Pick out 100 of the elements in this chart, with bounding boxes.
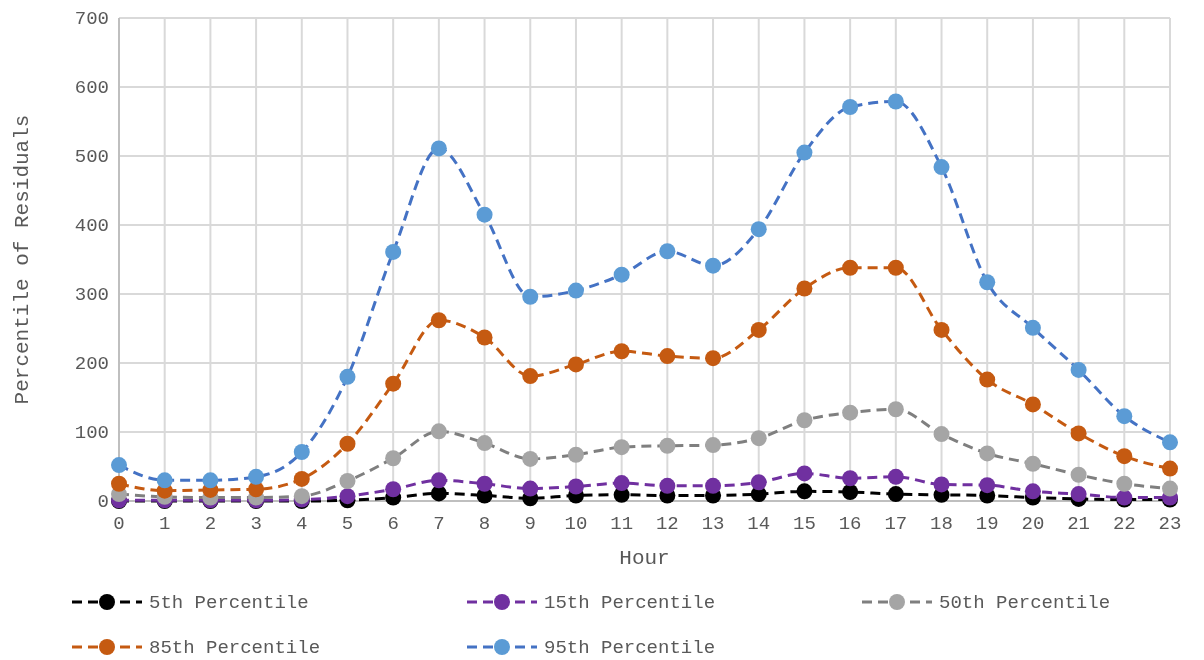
x-tick-label: 16 (838, 513, 862, 535)
point (887, 259, 904, 276)
point (887, 93, 904, 110)
point (522, 450, 539, 467)
point (339, 435, 356, 452)
x-tick-label: 4 (296, 513, 308, 535)
point (887, 401, 904, 418)
x-tick-label: 13 (701, 513, 725, 535)
point (1070, 361, 1087, 378)
point (1070, 425, 1087, 442)
point (705, 437, 722, 454)
point (476, 206, 493, 223)
x-tick-label: 18 (930, 513, 953, 535)
point (111, 475, 127, 492)
x-tick-label: 14 (747, 513, 771, 535)
point (750, 221, 767, 238)
point (705, 350, 722, 367)
point (1162, 460, 1178, 477)
point (567, 446, 584, 463)
y-tick-label: 500 (74, 146, 109, 168)
point (430, 423, 447, 440)
point (385, 450, 402, 467)
point (1116, 408, 1133, 425)
x-axis-title: Hour (619, 547, 670, 570)
point (202, 472, 219, 489)
point (522, 480, 539, 497)
point (156, 472, 173, 489)
point (842, 99, 859, 116)
point (842, 259, 859, 276)
point (567, 478, 584, 495)
point (750, 474, 767, 491)
y-tick-label: 400 (74, 215, 109, 237)
point (1116, 475, 1133, 492)
point (933, 476, 950, 493)
x-tick-label: 1 (158, 513, 171, 535)
y-tick-label: 600 (74, 77, 109, 99)
point (385, 375, 402, 392)
point (842, 470, 859, 487)
point (111, 457, 127, 474)
legend-label: 15th Percentile (544, 592, 716, 614)
legend-label: 95th Percentile (544, 637, 716, 659)
point (248, 468, 265, 485)
point (887, 468, 904, 485)
point (842, 484, 859, 501)
x-tick-label: 21 (1067, 513, 1091, 535)
point (796, 465, 813, 482)
point (567, 356, 584, 373)
point (1162, 480, 1178, 497)
point (1024, 455, 1041, 472)
y-tick-label: 700 (74, 8, 109, 30)
point (522, 288, 539, 305)
point (979, 371, 996, 388)
point (796, 280, 813, 297)
x-tick-label: 5 (341, 513, 354, 535)
y-tick-label: 200 (74, 353, 109, 375)
point (750, 321, 767, 338)
point (476, 329, 493, 346)
x-tick-label: 2 (204, 513, 217, 535)
point (293, 444, 310, 461)
point (887, 486, 904, 503)
x-tick-label: 8 (478, 513, 491, 535)
point (1024, 319, 1041, 336)
point (339, 472, 356, 489)
legend-label: 50th Percentile (939, 592, 1111, 614)
x-tick-label: 3 (250, 513, 262, 535)
x-tick-label: 12 (655, 513, 679, 535)
x-tick-label: 23 (1158, 513, 1182, 535)
point (796, 412, 813, 429)
point (567, 282, 584, 299)
point (613, 266, 630, 283)
point (659, 477, 676, 494)
point (339, 488, 356, 505)
point (430, 312, 447, 329)
point (613, 475, 630, 492)
point (613, 343, 630, 360)
x-tick-label: 19 (975, 513, 999, 535)
legend-label: 5th Percentile (149, 592, 309, 614)
point (522, 368, 539, 385)
x-tick-label: 0 (113, 513, 125, 535)
point (796, 144, 813, 161)
point (750, 430, 767, 447)
point (339, 368, 356, 385)
point (385, 243, 402, 260)
point (476, 475, 493, 492)
y-tick-label: 300 (74, 284, 109, 306)
x-tick-label: 22 (1112, 513, 1136, 535)
y-tick-label: 0 (97, 491, 109, 513)
x-tick-label: 20 (1021, 513, 1045, 535)
point (430, 140, 447, 157)
x-tick-label: 17 (884, 513, 908, 535)
point (1070, 466, 1087, 483)
legend-label: 85th Percentile (149, 637, 321, 659)
x-tick-label: 11 (610, 513, 634, 535)
point (659, 348, 676, 365)
point (293, 470, 310, 487)
point (933, 426, 950, 443)
x-tick-label: 6 (387, 513, 399, 535)
point (979, 477, 996, 494)
point (979, 445, 996, 462)
x-tick-label: 7 (433, 513, 445, 535)
